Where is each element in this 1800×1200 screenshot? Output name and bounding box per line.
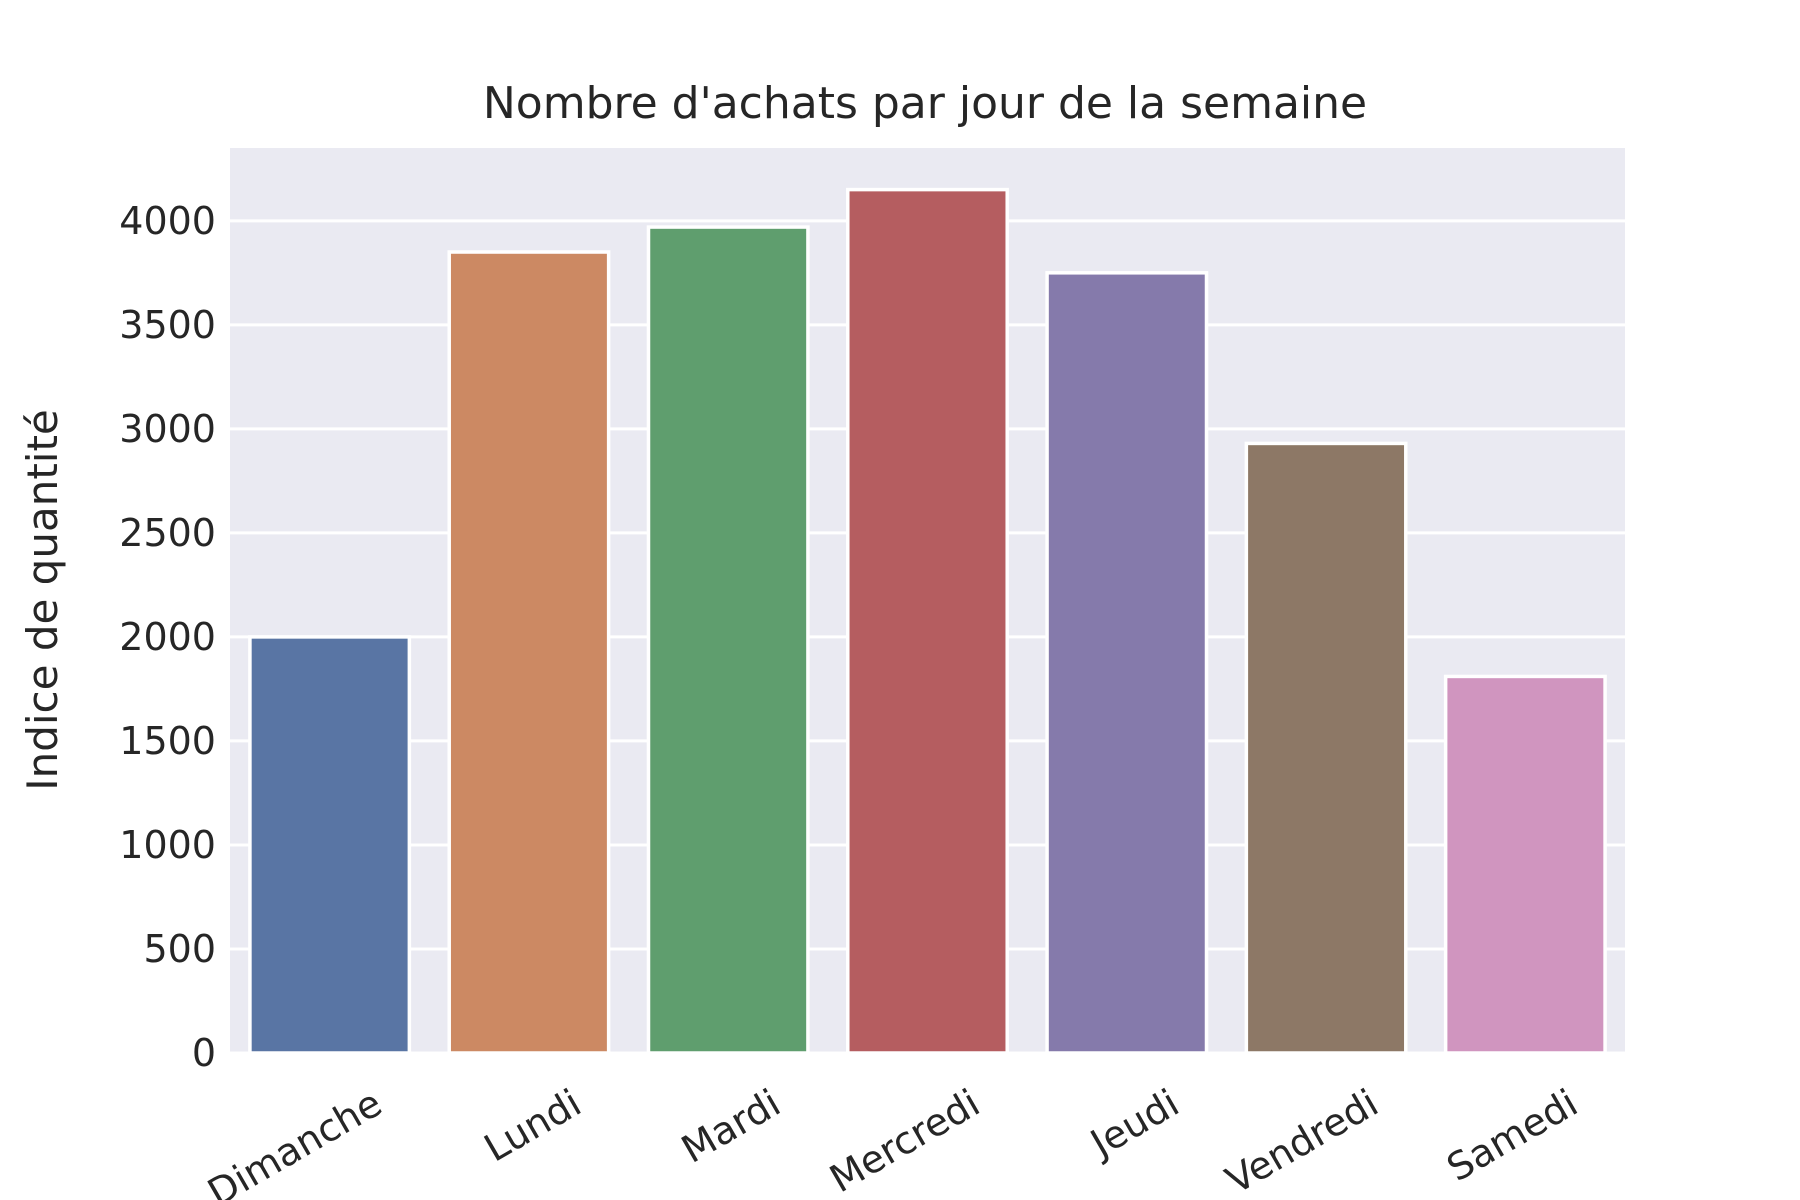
y-axis-label: Indice de quantité [18,409,67,791]
y-tick-label: 2500 [119,511,216,555]
chart-title: Nombre d'achats par jour de la semaine [483,78,1367,129]
bar-samedi [1443,674,1607,1055]
y-tick-label: 3000 [119,407,216,451]
x-axis-ticks: Dimanche Lundi Mardi Mercredi Jeudi Vendredi S… [200,1081,1584,1200]
y-tick-label: 500 [143,927,216,971]
bar-dimanche [248,635,412,1055]
x-tick-label: Dimanche [200,1081,389,1200]
x-tick-label: Vendredi [1219,1081,1386,1200]
x-tick-label: Mercredi [822,1081,987,1200]
x-tick-label: Jeudi [1082,1081,1187,1167]
bar-mardi [646,225,810,1055]
bar-mercredi [846,187,1009,1055]
y-tick-label: 1000 [119,823,216,867]
y-axis-ticks: 0 500 1000 1500 2000 2500 3000 3500 4000 [119,199,216,1075]
bars [248,187,1607,1055]
y-tick-label: 1500 [119,719,216,763]
x-tick-label: Samedi [1439,1081,1584,1190]
x-tick-label: Lundi [477,1081,589,1171]
y-tick-label: 4000 [119,199,216,243]
bar-jeudi [1045,271,1209,1055]
y-tick-label: 3500 [119,303,216,347]
bar-vendredi [1244,441,1408,1055]
y-tick-label: 0 [192,1031,216,1075]
y-tick-label: 2000 [119,615,216,659]
x-tick-label: Mardi [674,1081,788,1172]
bar-lundi [447,250,611,1055]
